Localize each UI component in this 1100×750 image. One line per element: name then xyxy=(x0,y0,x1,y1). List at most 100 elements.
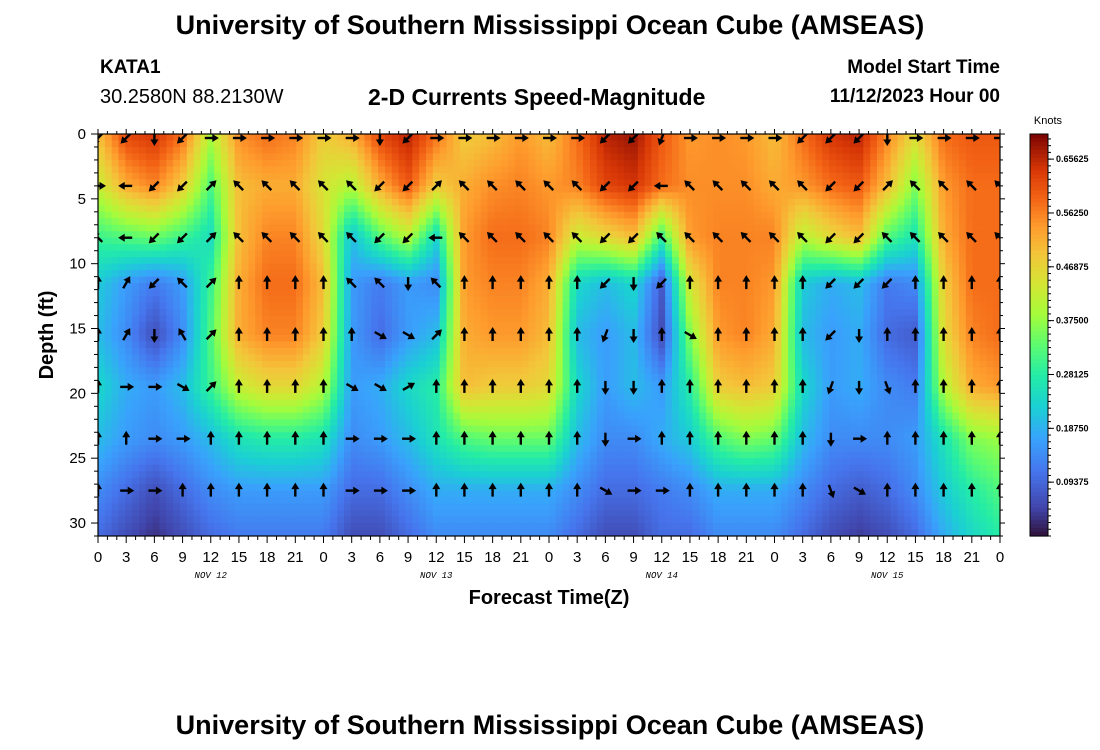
heatmap-cell xyxy=(610,328,618,336)
heatmap-cell xyxy=(173,276,181,284)
heatmap-cell xyxy=(446,140,454,148)
heatmap-cell xyxy=(986,354,994,362)
heatmap-cell xyxy=(965,218,974,226)
heatmap-cell xyxy=(405,159,413,168)
heatmap-cell xyxy=(432,185,441,193)
heatmap-cell xyxy=(508,172,516,180)
heatmap-cell xyxy=(617,205,625,213)
heatmap-cell xyxy=(221,373,229,381)
heatmap-cell xyxy=(562,192,571,200)
heatmap-cell xyxy=(706,192,714,200)
heatmap-cell xyxy=(562,341,571,349)
heatmap-cell xyxy=(863,283,871,291)
heatmap-cell xyxy=(665,373,673,381)
heatmap-cell xyxy=(576,250,584,258)
heatmap-cell xyxy=(391,367,400,375)
heatmap-cell xyxy=(337,192,345,200)
heatmap-cell xyxy=(610,198,618,206)
heatmap-cell xyxy=(692,159,700,168)
heatmap-cell xyxy=(289,205,297,213)
heatmap-cell xyxy=(234,159,243,168)
heatmap-cell xyxy=(446,283,454,291)
heatmap-cell xyxy=(104,159,113,168)
heatmap-cell xyxy=(631,231,639,239)
heatmap-cell xyxy=(863,166,871,174)
heatmap-cell xyxy=(132,134,140,142)
heatmap-cell xyxy=(624,237,632,245)
heatmap-cell xyxy=(733,276,741,284)
heatmap-cell xyxy=(644,302,653,310)
heatmap-cell xyxy=(98,270,106,278)
heatmap-cell xyxy=(747,140,755,148)
heatmap-cell xyxy=(132,347,140,356)
heatmap-cell xyxy=(364,341,372,349)
heatmap-cell xyxy=(699,276,707,284)
heatmap-cell xyxy=(309,328,318,336)
heatmap-cell xyxy=(480,302,489,310)
heatmap-cell xyxy=(139,263,147,271)
heatmap-cell xyxy=(152,354,161,362)
heatmap-cell xyxy=(98,347,106,356)
heatmap-cell xyxy=(344,250,352,258)
heatmap-cell xyxy=(596,309,605,317)
heatmap-cell xyxy=(699,270,707,278)
heatmap-cell xyxy=(132,289,140,297)
heatmap-cell xyxy=(391,172,400,180)
heatmap-cell xyxy=(152,218,161,226)
heatmap-cell xyxy=(227,335,236,343)
heatmap-cell xyxy=(801,146,810,155)
heatmap-cell xyxy=(849,231,858,239)
heatmap-cell xyxy=(535,341,543,349)
heatmap-cell xyxy=(200,179,208,187)
heatmap-cell xyxy=(754,257,762,265)
heatmap-cell xyxy=(166,328,174,336)
heatmap-cell xyxy=(371,257,379,265)
heatmap-cell xyxy=(822,309,830,317)
heatmap-cell xyxy=(303,309,311,317)
heatmap-cell xyxy=(535,198,543,206)
heatmap-cell xyxy=(849,211,858,219)
heatmap-cell xyxy=(590,218,598,226)
heatmap-cell xyxy=(911,250,919,258)
heatmap-cell xyxy=(412,354,420,362)
heatmap-cell xyxy=(624,341,632,349)
heatmap-cell xyxy=(268,231,277,239)
heatmap-cell xyxy=(514,198,523,206)
heatmap-cell xyxy=(911,347,919,356)
heatmap-cell xyxy=(323,347,331,356)
heatmap-cell xyxy=(132,244,140,252)
heatmap-cell xyxy=(699,172,707,180)
heatmap-cell xyxy=(501,373,509,381)
heatmap-cell xyxy=(446,224,454,232)
heatmap-cell xyxy=(938,185,946,193)
heatmap-cell xyxy=(98,276,106,284)
heatmap-cell xyxy=(665,276,673,284)
heatmap-cell xyxy=(822,276,830,284)
heatmap-cell xyxy=(453,172,461,180)
heatmap-cell xyxy=(412,140,420,148)
heatmap-cell xyxy=(268,347,277,356)
heatmap-cell xyxy=(644,244,653,252)
heatmap-cell xyxy=(781,179,789,187)
heatmap-cell xyxy=(104,205,113,213)
heatmap-cell xyxy=(426,218,434,226)
heatmap-cell xyxy=(159,360,167,369)
heatmap-cell xyxy=(733,354,741,362)
heatmap-cell xyxy=(904,315,912,323)
heatmap-cell xyxy=(699,250,707,258)
heatmap-cell xyxy=(631,270,639,278)
heatmap-cell xyxy=(508,192,516,200)
heatmap-cell xyxy=(938,237,946,245)
heatmap-cell xyxy=(378,192,386,200)
heatmap-cell xyxy=(227,244,236,252)
heatmap-cell xyxy=(931,140,940,148)
heatmap-cell xyxy=(897,231,905,239)
heatmap-cell xyxy=(255,146,263,155)
heatmap-cell xyxy=(877,179,885,187)
heatmap-cell xyxy=(883,289,892,297)
heatmap-cell xyxy=(562,231,571,239)
heatmap-cell xyxy=(139,192,147,200)
heatmap-cell xyxy=(610,166,618,174)
heatmap-cell xyxy=(528,231,536,239)
heatmap-cell xyxy=(487,270,495,278)
